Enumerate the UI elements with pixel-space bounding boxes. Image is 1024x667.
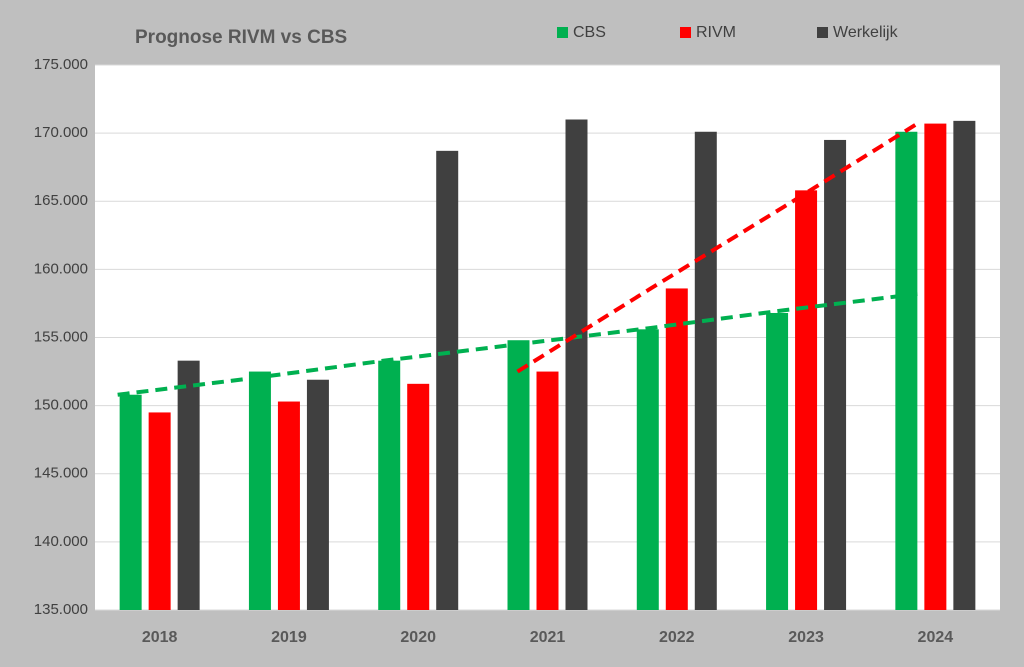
legend-label: CBS: [573, 24, 606, 41]
bar: [436, 150, 459, 610]
bar: [795, 190, 818, 610]
bar: [148, 412, 171, 610]
trend-line: [117, 291, 918, 397]
y-tick-label: 135.000: [34, 601, 88, 618]
bar: [306, 379, 329, 610]
y-tick-label: 140.000: [34, 533, 88, 550]
y-tick-label: 155.000: [34, 328, 88, 345]
bar: [824, 139, 847, 610]
trend-line: [516, 121, 919, 374]
legend-label: RIVM: [696, 24, 736, 41]
y-tick-label: 150.000: [34, 397, 88, 414]
bar: [694, 131, 717, 610]
legend-swatch: [680, 27, 691, 38]
x-tick-label: 2019: [271, 629, 307, 646]
bar: [636, 329, 659, 610]
legend-swatch: [817, 27, 828, 38]
y-tick-label: 170.000: [34, 124, 88, 141]
x-tick-label: 2024: [918, 629, 954, 646]
y-tick-label: 160.000: [34, 260, 88, 277]
bar: [895, 131, 918, 610]
legend-swatch: [557, 27, 568, 38]
bar: [924, 123, 947, 611]
bar: [119, 394, 142, 610]
x-tick-label: 2021: [530, 629, 566, 646]
bar: [665, 288, 688, 610]
bar: [507, 340, 530, 610]
x-tick-label: 2018: [142, 629, 178, 646]
x-tick-label: 2023: [788, 629, 824, 646]
bar: [766, 312, 789, 610]
x-tick-label: 2022: [659, 629, 695, 646]
bar: [565, 119, 588, 610]
y-tick-label: 145.000: [34, 465, 88, 482]
x-tick-label: 2020: [400, 629, 436, 646]
bar: [953, 120, 976, 611]
bar: [177, 360, 200, 610]
chart-title: Prognose RIVM vs CBS: [135, 27, 347, 48]
legend-label: Werkelijk: [833, 24, 899, 41]
bar: [536, 371, 559, 610]
y-tick-label: 165.000: [34, 192, 88, 209]
bar: [248, 371, 271, 610]
bar: [277, 401, 300, 610]
bar: [378, 360, 401, 610]
y-tick-label: 175.000: [34, 56, 88, 73]
bar: [407, 383, 430, 610]
